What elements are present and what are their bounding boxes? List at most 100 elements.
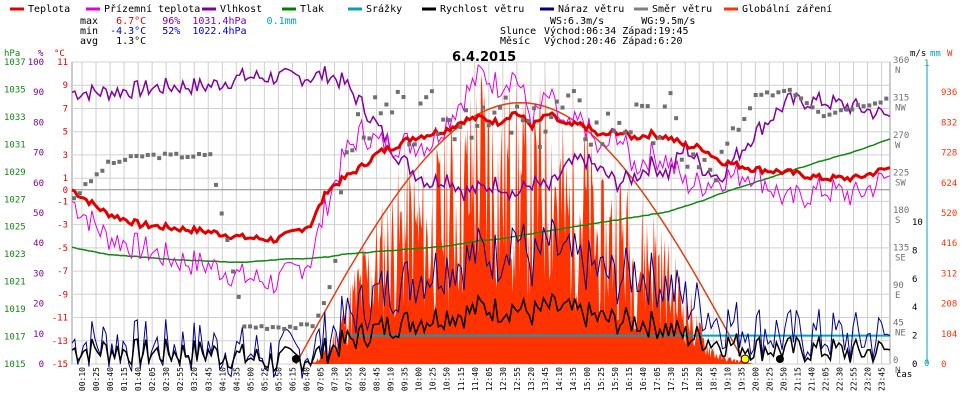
wind-dir-mark [685,164,690,169]
degc-tick-label: -1 [57,197,68,207]
x-tick-label: 07:30 [331,367,340,391]
pct-tick-label: 80 [33,118,44,128]
wind-dir-mark [123,157,128,162]
wind-dir-mark [509,130,514,135]
wind-dir-mark [231,269,236,274]
x-tick-label: 21:40 [807,367,816,391]
wind-dir-mark [537,144,542,149]
x-tick-label: 08:45 [373,367,382,391]
x-tick-label: 09:35 [401,367,410,391]
dir-name-label: N [895,366,900,376]
legend-label: Směr větru [652,3,712,15]
x-tick-label: 16:15 [625,367,634,391]
sun-rise: Východ:06:34 [544,26,617,37]
dir-tick-label: 315 [893,94,909,104]
wind-dir-mark [407,142,412,147]
wind-dir-mark [253,325,258,330]
ms-tick-label: 6 [912,275,917,285]
hpa-tick-label: 1015 [4,360,26,370]
x-tick-label: 19:10 [723,367,732,391]
x-tick-label: 22:30 [836,367,845,391]
w-unit: W [947,49,953,59]
ms-tick-label: 2 [912,332,917,342]
legend-label: Přízemní teplota [104,3,200,15]
pct-tick-label: 40 [33,239,44,249]
wind-dir-mark [594,120,599,125]
degc-tick-label: 7 [63,104,68,114]
wind-dir-mark [821,114,826,119]
wind-dir-mark [486,123,491,128]
x-tick-label: 17:05 [653,367,662,391]
w-tick-label: 936 [941,88,957,98]
pct-tick-label: 0 [39,360,44,370]
x-tick-label: 09:10 [387,367,396,391]
w-tick-label: 832 [941,118,957,128]
wind-dir-mark [799,96,804,101]
degc-tick-label: 0 [63,186,68,196]
wind-dir-mark [492,110,497,115]
w-tick-label: 624 [941,179,957,189]
wind-dir-mark [770,93,775,98]
wind-dir-mark [276,325,281,330]
degc-tick-label: -9 [57,290,68,300]
pct-tick-label: 70 [33,149,44,159]
x-tick-label: 06:15 [288,367,297,391]
x-tick-label: 07:55 [345,367,354,391]
wind-dir-mark [310,324,315,329]
wind-dir-mark [577,98,582,103]
info-moon-row: Měsíc Východ:20:46 Západ:6:20 [500,37,695,47]
wind-dir-mark [145,153,150,157]
wind-dir-mark [696,165,701,170]
wind-dir-mark [855,103,860,108]
wind-dir-mark [248,324,253,329]
x-tick-label: 19:35 [737,367,746,391]
x-tick-label: 22:55 [850,367,859,391]
wind-dir-mark [225,238,230,242]
x-tick-label: 12:30 [499,367,508,391]
wind-dir-mark [782,89,787,93]
w-tick-label: 0 [941,360,946,370]
wind-dir-mark [179,155,184,160]
wind-dir-mark [867,103,872,108]
hpa-tick-label: 1031 [4,140,26,150]
legend-label: Náraz větru [558,3,624,15]
x-tick-label: 12:05 [485,367,494,391]
gust-line [71,218,891,379]
dir-tick-label: 135 [893,244,909,254]
x-tick-label: 20:50 [779,367,788,391]
hpa-tick-label: 1025 [4,223,26,233]
wind-dir-mark [566,93,571,98]
x-tick-label: 12:55 [513,367,522,391]
wind-dir-mark [713,178,718,183]
wind-dir-mark [526,119,531,123]
wind-dir-mark [202,153,207,157]
wind-dir-mark [94,172,99,177]
x-tick-label: 20:00 [751,367,760,391]
wind-dir-mark [651,141,656,146]
wind-dir-mark [441,117,446,122]
legend-label: Vlhkost [220,4,262,15]
degc-tick-label: 3 [63,151,68,161]
sun-label: Slunce [500,26,537,37]
wind-dir-mark [674,116,679,121]
wind-dir-mark [134,154,139,158]
legend-label: Teplota [28,4,70,15]
wind-dir-mark [458,124,463,129]
wind-dir-mark [162,151,167,156]
wind-dir-mark [583,137,588,142]
wind-dir-mark [691,152,696,157]
wind-dir-mark [83,182,88,187]
x-tick-label: 08:20 [359,367,368,391]
min-temp: -4.3°C [110,26,147,37]
wind-dir-mark [344,150,349,155]
wind-dir-mark [878,100,883,105]
ms-tick-label: 4 [912,303,917,313]
wind-dir-mark [861,104,866,109]
wind-dir-mark [617,120,622,125]
x-tick-label: 05:50 [274,367,283,391]
dir-name-label: W [895,141,901,151]
x-tick-label: 04:35 [232,367,241,391]
w-tick-label: 208 [941,300,957,310]
x-tick-label: 11:15 [457,367,466,391]
wind-dir-mark [219,211,224,216]
